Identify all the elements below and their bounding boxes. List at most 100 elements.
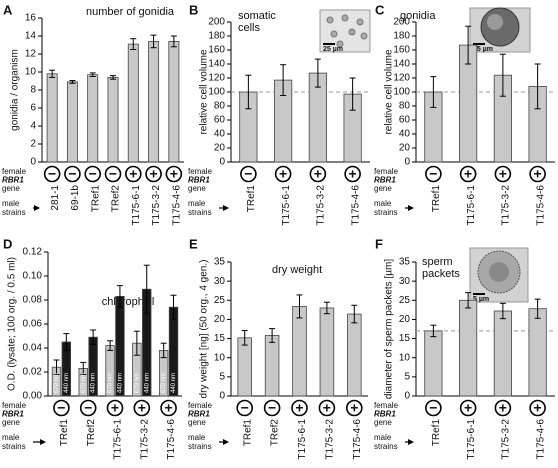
bar — [528, 308, 547, 397]
genotype-symbol — [344, 165, 361, 183]
y-tick-label: 0.04 — [23, 343, 43, 354]
y-tick-label: 6 — [30, 103, 36, 114]
genotype-label: − — [109, 166, 117, 182]
genotype-symbol — [494, 165, 512, 183]
x-tick-label: T175-4-6 — [352, 419, 363, 460]
y-tick-label: 30 — [214, 276, 226, 287]
y-tick-label: 0.06 — [23, 319, 43, 330]
bar-label: 670 nm — [161, 373, 167, 393]
genotype-symbol — [263, 399, 281, 417]
genotype-symbol — [64, 165, 81, 183]
genotype-symbol — [84, 165, 102, 183]
y-tick-label: 100 — [393, 87, 410, 98]
genotype-symbol — [240, 165, 257, 183]
y-tick-label: 25 — [399, 295, 411, 306]
x-tick-label: T175-3-2 — [316, 185, 327, 226]
y-tick-label: 180 — [208, 31, 225, 42]
x-tick-label: 69-1b — [70, 185, 81, 211]
genotype-label: − — [244, 166, 252, 182]
y-tick-label: 10 — [399, 352, 411, 363]
bar — [264, 335, 280, 397]
genotype-label: + — [129, 166, 137, 182]
y-tick-label: 5 — [404, 371, 410, 382]
cell — [341, 14, 349, 22]
cell — [348, 28, 356, 36]
genotype-label: + — [111, 400, 119, 416]
y-tick-label: 160 — [208, 45, 225, 56]
bar — [87, 74, 99, 163]
x-tick-label: T175-4-6 — [535, 185, 546, 226]
x-tick-label: 281-1 — [50, 185, 61, 211]
y-tick-label: 0.02 — [23, 367, 43, 378]
x-tick-label: TRef1 — [246, 185, 257, 213]
y-axis-label: gonidia / organism — [10, 49, 21, 131]
bar — [127, 43, 139, 163]
x-tick-label: T175-3-2 — [501, 419, 512, 460]
genotype-label: − — [268, 400, 276, 416]
y-tick-label: 20 — [214, 143, 226, 154]
x-tick-label: TRef1 — [242, 419, 253, 447]
y-tick-label: 35 — [214, 257, 226, 268]
chart-title: cells — [238, 22, 261, 34]
x-tick-label: T175-4-6 — [166, 419, 177, 460]
row-label: RBR1 — [374, 410, 396, 419]
y-tick-label: 0 — [219, 157, 225, 168]
row-label: RBR1 — [2, 410, 24, 419]
genotype-label: + — [464, 400, 472, 416]
row-label: strains — [2, 442, 26, 451]
bar — [493, 310, 512, 397]
row-label: female — [374, 401, 399, 410]
chart-title: chlorophyll — [102, 296, 155, 308]
genotype-symbol — [53, 399, 70, 417]
arrow-head — [34, 205, 40, 211]
chart-title: dry weight — [272, 264, 322, 276]
cell — [326, 16, 334, 24]
cell — [487, 14, 503, 30]
bar — [148, 41, 160, 163]
row-label: gene — [374, 418, 392, 427]
genotype-symbol — [79, 399, 97, 417]
y-tick-label: 15 — [214, 333, 226, 344]
row-label: male — [2, 199, 20, 208]
y-axis-label: relative cell volume — [199, 49, 210, 134]
genotype-label: − — [89, 166, 97, 182]
genotype-label: + — [534, 400, 542, 416]
bar-label: 440 nm — [118, 373, 124, 393]
x-tick-label: T175-6-1 — [113, 419, 124, 460]
y-axis-label: diameter of sperm packets [µm] — [384, 259, 395, 399]
panel-letter: F — [375, 236, 383, 251]
x-tick-label: T175-4-6 — [171, 185, 182, 226]
bar — [292, 306, 307, 397]
row-label: strains — [188, 208, 212, 217]
arrow-head — [40, 439, 46, 445]
y-tick-label: 120 — [208, 73, 225, 84]
y-axis-label: dry weight [ng] (50 org., 4 gen.) — [199, 260, 210, 399]
row-label: female — [374, 167, 399, 176]
x-tick-label: TRef1 — [431, 419, 442, 447]
bar — [237, 337, 252, 397]
genotype-label: − — [241, 400, 249, 416]
scale-bar-label: 25 µm — [323, 46, 343, 53]
genotype-symbol — [318, 399, 336, 417]
x-tick-label: T175-3-2 — [501, 185, 512, 226]
row-label: RBR1 — [374, 176, 396, 185]
genotype-label: + — [349, 166, 357, 182]
arrow-head — [223, 205, 229, 211]
y-tick-label: 80 — [214, 101, 226, 112]
y-tick-label: 200 — [208, 17, 225, 28]
row-label: strains — [374, 208, 398, 217]
panel-letter: D — [3, 236, 12, 251]
chart-title: packets — [422, 268, 460, 280]
cell — [356, 18, 364, 26]
genotype-label: + — [323, 400, 331, 416]
genotype-symbol — [124, 165, 142, 183]
x-tick-label: T175-3-2 — [139, 419, 150, 460]
panel-letter: B — [189, 2, 198, 17]
y-tick-label: 60 — [399, 115, 411, 126]
bar — [168, 41, 180, 163]
y-tick-label: 20 — [399, 314, 411, 325]
y-tick-label: 0.10 — [23, 271, 43, 282]
y-tick-label: 16 — [25, 13, 37, 24]
genotype-symbol — [425, 399, 442, 417]
genotype-symbol — [165, 165, 183, 183]
